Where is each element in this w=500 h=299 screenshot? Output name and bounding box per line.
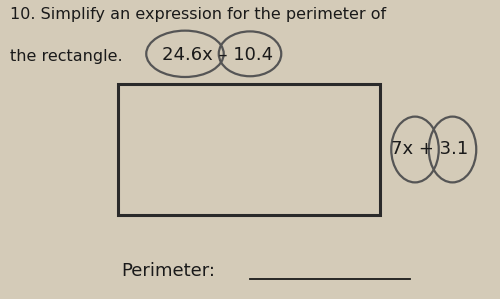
Text: 7x + 3.1: 7x + 3.1 (392, 141, 468, 158)
Text: the rectangle.: the rectangle. (10, 49, 122, 64)
Text: 10. Simplify an expression for the perimeter of: 10. Simplify an expression for the perim… (10, 7, 386, 22)
Bar (118, 84, 380, 215)
Text: 24.6x – 10.4: 24.6x – 10.4 (162, 46, 273, 64)
Text: Perimeter:: Perimeter: (121, 262, 215, 280)
